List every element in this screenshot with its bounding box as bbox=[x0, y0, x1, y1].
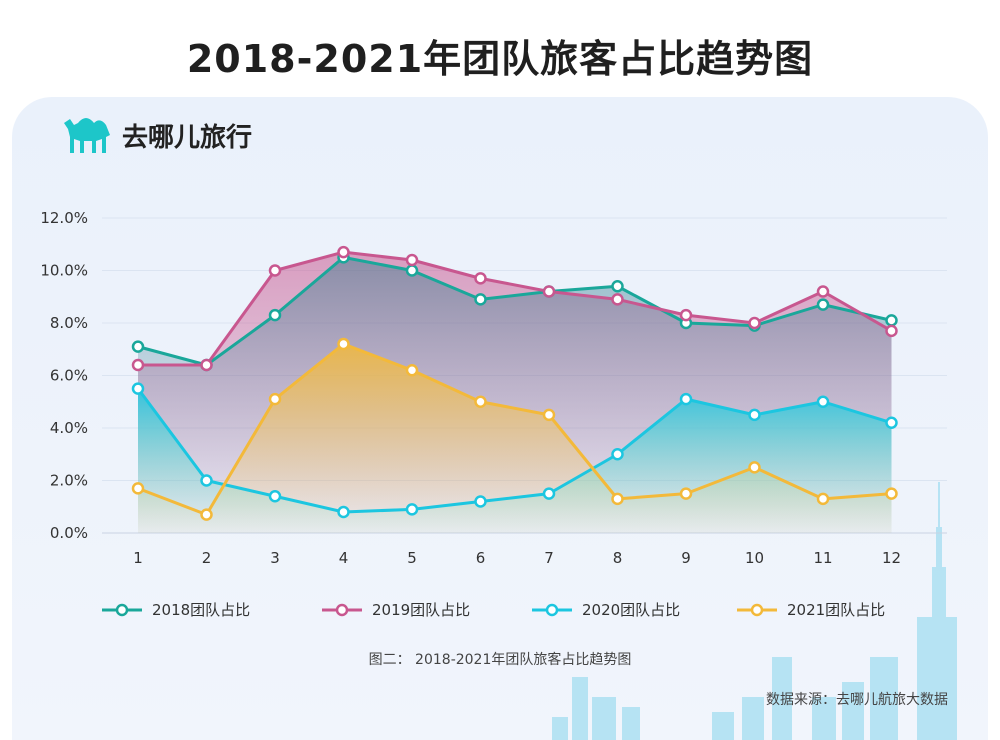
data-point bbox=[611, 448, 624, 461]
figure-caption: 图二： 2018-2021年团队旅客占比趋势图 bbox=[368, 652, 632, 668]
data-point bbox=[268, 308, 282, 322]
y-tick-label: 0.0% bbox=[50, 524, 88, 542]
brand-logo: 去哪儿旅行 bbox=[62, 115, 252, 155]
data-point bbox=[816, 492, 830, 506]
y-tick-label: 12.0% bbox=[40, 209, 88, 227]
city-skyline bbox=[552, 482, 957, 740]
x-tick-label: 12 bbox=[882, 549, 901, 567]
data-source: 数据来源：去哪儿航旅大数据 bbox=[766, 692, 948, 708]
series-line bbox=[138, 250, 893, 367]
data-point bbox=[131, 382, 145, 395]
x-tick-label: 2 bbox=[202, 549, 212, 567]
data-point bbox=[542, 285, 556, 298]
data-point bbox=[885, 487, 898, 500]
y-tick-label: 8.0% bbox=[50, 314, 88, 332]
data-point bbox=[748, 461, 761, 474]
y-axis: 0.0% 2.0% 4.0% 6.0% 8.0% 10.0% 12.0% bbox=[40, 209, 88, 542]
x-tick-label: 11 bbox=[813, 549, 832, 567]
data-point bbox=[816, 395, 830, 408]
data-point bbox=[885, 314, 898, 327]
x-tick-label: 4 bbox=[339, 549, 349, 567]
y-tick-label: 10.0% bbox=[40, 262, 88, 280]
series-line bbox=[137, 342, 892, 517]
series-points bbox=[131, 245, 898, 521]
data-point bbox=[611, 280, 624, 293]
series-line bbox=[137, 255, 892, 367]
data-point bbox=[542, 408, 556, 422]
data-point bbox=[679, 308, 693, 322]
legend-label: 2020团队占比 bbox=[582, 601, 680, 619]
x-tick-label: 10 bbox=[745, 549, 764, 567]
data-point bbox=[337, 337, 350, 351]
x-tick-label: 6 bbox=[476, 549, 486, 567]
x-tick-label: 5 bbox=[407, 549, 417, 567]
data-point bbox=[337, 245, 350, 259]
series-lines bbox=[136, 250, 893, 517]
x-tick-label: 7 bbox=[544, 549, 554, 567]
data-point bbox=[200, 358, 213, 372]
series-area bbox=[138, 344, 892, 533]
data-point bbox=[679, 487, 693, 500]
data-point bbox=[405, 264, 419, 277]
legend-item: 2018团队占比 bbox=[102, 601, 250, 619]
data-point bbox=[474, 395, 487, 408]
data-point bbox=[748, 316, 761, 330]
data-point bbox=[679, 392, 693, 406]
x-tick-label: 8 bbox=[613, 549, 623, 567]
series-area bbox=[138, 388, 892, 533]
legend-label: 2021团队占比 bbox=[787, 601, 885, 619]
data-point bbox=[885, 324, 898, 338]
chart-card: 去哪儿旅行 bbox=[12, 97, 988, 740]
data-point bbox=[405, 364, 419, 377]
data-point bbox=[611, 492, 624, 506]
legend-marker bbox=[545, 603, 559, 617]
data-point bbox=[542, 487, 556, 500]
data-point bbox=[405, 253, 419, 267]
data-point bbox=[268, 490, 282, 503]
y-tick-label: 4.0% bbox=[50, 419, 88, 437]
data-point bbox=[131, 340, 145, 353]
data-point bbox=[816, 285, 830, 298]
data-point bbox=[200, 474, 213, 487]
x-tick-label: 1 bbox=[133, 549, 143, 567]
legend-marker bbox=[335, 603, 349, 617]
data-point bbox=[748, 408, 761, 422]
series-line bbox=[136, 387, 892, 514]
x-axis: 1 2 3 4 5 6 7 8 9 10 11 12 bbox=[133, 549, 901, 567]
y-tick-label: 6.0% bbox=[50, 367, 88, 385]
camel-icon bbox=[64, 118, 110, 153]
data-point bbox=[405, 503, 419, 516]
legend-marker bbox=[750, 603, 764, 617]
legend-item: 2021团队占比 bbox=[737, 601, 885, 619]
data-point bbox=[337, 505, 350, 519]
data-point bbox=[200, 508, 213, 521]
data-point bbox=[268, 392, 282, 406]
x-tick-label: 3 bbox=[270, 549, 280, 567]
legend-marker bbox=[115, 603, 129, 617]
legend-item: 2020团队占比 bbox=[532, 601, 680, 619]
brand-name: 去哪儿旅行 bbox=[122, 122, 253, 153]
data-point bbox=[268, 264, 282, 277]
page-title: 2018-2021年团队旅客占比趋势图 bbox=[186, 37, 814, 81]
legend-item: 2019团队占比 bbox=[322, 601, 470, 619]
data-point bbox=[611, 293, 624, 306]
data-point bbox=[131, 482, 145, 495]
data-point bbox=[474, 293, 487, 306]
data-point bbox=[816, 298, 830, 311]
x-tick-label: 9 bbox=[681, 549, 691, 567]
data-point bbox=[474, 495, 487, 508]
data-point bbox=[885, 416, 898, 429]
legend: 2018团队占比 2019团队占比 2020团队占比 2021团队占比 bbox=[102, 601, 885, 619]
legend-label: 2018团队占比 bbox=[152, 601, 250, 619]
data-point bbox=[131, 358, 145, 372]
data-point bbox=[474, 272, 487, 285]
legend-label: 2019团队占比 bbox=[372, 601, 470, 619]
y-tick-label: 2.0% bbox=[50, 472, 88, 490]
